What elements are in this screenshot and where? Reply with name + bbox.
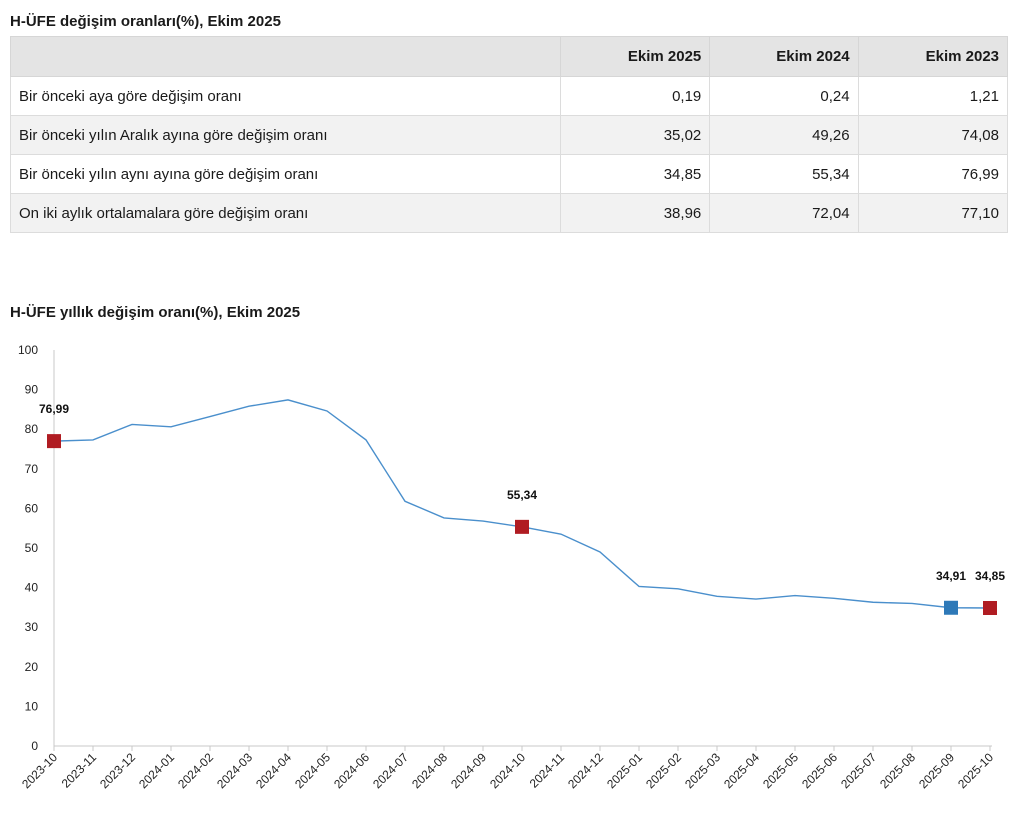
data-point-marker [983,600,997,615]
x-tick-label: 2025-01 [604,750,645,791]
cell-value: 49,26 [709,115,859,155]
x-tick-label: 2024-07 [370,750,411,791]
table-row: Bir önceki aya göre değişim oranı 0,19 0… [10,76,1009,116]
header-ekim-2024: Ekim 2024 [709,36,859,77]
cell-value: 74,08 [857,115,1009,155]
x-tick-label: 2025-07 [838,750,879,791]
y-tick-label: 80 [25,422,39,436]
table-title: H-ÜFE değişim oranları(%), Ekim 2025 [10,13,281,30]
row-label: Bir önceki aya göre değişim oranı [10,76,561,116]
table-row: On iki aylık ortalamalara göre değişim o… [10,193,1009,233]
cell-value: 0,19 [559,76,711,116]
y-tick-label: 0 [31,739,38,753]
y-tick-label: 70 [25,462,39,476]
x-tick-label: 2024-10 [487,750,528,791]
x-tick-label: 2023-12 [97,750,138,791]
data-label: 76,99 [39,402,69,416]
x-tick-label: 2025-06 [799,750,840,791]
header-ekim-2025: Ekim 2025 [559,36,711,77]
x-tick-label: 2023-11 [59,750,100,791]
x-tick-label: 2025-08 [877,750,918,791]
row-label: On iki aylık ortalamalara göre değişim o… [10,193,561,233]
x-tick-label: 2023-10 [19,750,60,791]
chart-title: H-ÜFE yıllık değişim oranı(%), Ekim 2025 [10,304,301,321]
x-tick-label: 2025-05 [760,750,801,791]
x-tick-label: 2024-04 [253,750,294,791]
table-row: Bir önceki yılın Aralık ayına göre değiş… [10,115,1009,155]
x-tick-label: 2025-04 [721,750,762,791]
data-label: 34,91 [936,569,966,583]
x-tick-label: 2024-11 [527,750,568,791]
series-line [53,399,991,609]
change-rates-table: Ekim 2025 Ekim 2024 Ekim 2023 Bir önceki… [10,36,1009,233]
row-label: Bir önceki yılın aynı ayına göre değişim… [10,154,561,194]
x-tick-label: 2024-02 [175,750,216,791]
cell-value: 34,85 [559,154,711,194]
cell-value: 38,96 [559,193,711,233]
x-tick-label: 2025-02 [643,750,684,791]
y-tick-label: 20 [25,660,39,674]
line-chart: 0 10 20 30 40 50 60 70 80 90 100 2023-102023-112023… [18,343,1005,791]
data-label: 34,85 [975,569,1005,583]
y-tick-label: 90 [25,383,39,397]
cell-value: 0,24 [709,76,859,116]
data-point-marker [944,600,958,615]
y-tick-label: 40 [25,581,39,595]
x-tick-label: 2024-06 [331,750,372,791]
y-tick-label: 30 [25,620,39,634]
cell-value: 77,10 [857,193,1009,233]
y-tick-label: 10 [25,699,39,713]
y-tick-label: 50 [25,541,39,555]
x-tick-label: 2024-03 [214,750,255,791]
x-tick-label: 2025-09 [916,750,957,791]
x-tick-label: 2024-12 [565,750,606,791]
x-tick-label: 2024-01 [136,750,177,791]
table-row: Bir önceki yılın aynı ayına göre değişim… [10,154,1009,194]
cell-value: 35,02 [559,115,711,155]
y-tick-label: 60 [25,501,39,515]
data-point-marker [515,519,529,534]
cell-value: 55,34 [709,154,859,194]
row-label: Bir önceki yılın Aralık ayına göre değiş… [10,115,561,155]
x-tick-label: 2024-05 [292,750,333,791]
header-empty [10,36,561,77]
x-tick-label: 2025-10 [955,750,996,791]
cell-value: 76,99 [857,154,1009,194]
cell-value: 72,04 [709,193,859,233]
x-tick-label: 2024-09 [448,750,489,791]
x-tick-label: 2025-03 [682,750,723,791]
data-point-marker [47,434,61,449]
table-header-row: Ekim 2025 Ekim 2024 Ekim 2023 [10,36,1009,77]
header-ekim-2023: Ekim 2023 [857,36,1009,77]
x-tick-label: 2024-08 [409,750,450,791]
data-label: 55,34 [507,488,537,502]
cell-value: 1,21 [857,76,1009,116]
y-tick-label: 100 [18,343,38,357]
